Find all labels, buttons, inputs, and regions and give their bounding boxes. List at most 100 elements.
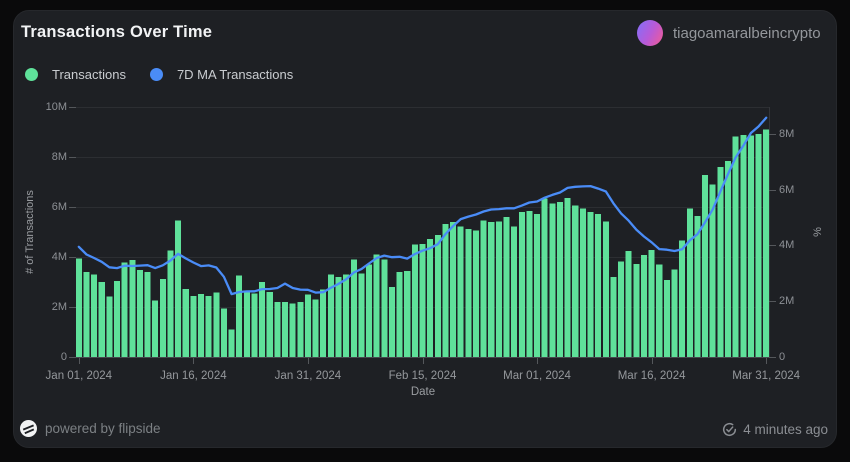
transactions-bar[interactable] — [289, 303, 296, 357]
transactions-bar[interactable] — [656, 264, 663, 358]
transactions-bar[interactable] — [610, 276, 617, 357]
user-badge[interactable]: tiagoamaralbeincrypto — [637, 20, 821, 46]
transactions-bar[interactable] — [450, 222, 457, 357]
transactions-bar[interactable] — [159, 279, 166, 357]
transactions-bar[interactable] — [564, 197, 571, 357]
transactions-bar[interactable] — [350, 259, 357, 358]
transactions-bar[interactable] — [686, 208, 693, 357]
transactions-bar[interactable] — [175, 220, 182, 357]
transactions-bar[interactable] — [549, 203, 556, 358]
transactions-bar[interactable] — [121, 262, 128, 357]
transactions-bar[interactable] — [388, 287, 395, 357]
transactions-bar[interactable] — [488, 222, 495, 357]
transactions-bar[interactable] — [251, 293, 258, 357]
transactions-bar[interactable] — [190, 295, 197, 357]
transactions-bar[interactable] — [129, 260, 136, 357]
transactions-bar[interactable] — [709, 184, 716, 358]
transactions-bar[interactable] — [259, 282, 266, 357]
transactions-bar[interactable] — [144, 271, 151, 357]
transactions-bar[interactable] — [747, 135, 754, 358]
transactions-bar[interactable] — [274, 302, 281, 357]
transactions-bar[interactable] — [534, 213, 541, 357]
transactions-bar[interactable] — [136, 269, 143, 357]
transactions-bar[interactable] — [396, 272, 403, 357]
y-tick-label-right: 2M — [779, 295, 795, 308]
legend-item-7d-ma[interactable]: 7D MA Transactions — [149, 67, 293, 82]
transactions-bar[interactable] — [763, 129, 770, 357]
transactions-bar[interactable] — [556, 202, 563, 357]
legend-dot-transactions — [25, 68, 38, 81]
transactions-bar[interactable] — [503, 217, 510, 357]
transactions-bar[interactable] — [465, 228, 472, 357]
transactions-bar[interactable] — [495, 221, 502, 357]
transactions-bar[interactable] — [297, 302, 304, 357]
transactions-bar[interactable] — [724, 161, 732, 357]
transactions-bar[interactable] — [572, 205, 579, 357]
transactions-bar[interactable] — [541, 198, 548, 358]
transactions-bar[interactable] — [755, 133, 762, 357]
transactions-bar[interactable] — [663, 280, 670, 357]
transactions-bar[interactable] — [434, 234, 441, 357]
transactions-bar[interactable] — [427, 238, 434, 357]
transactions-bar[interactable] — [595, 213, 602, 357]
transactions-bar[interactable] — [442, 223, 449, 357]
transactions-bar[interactable] — [381, 259, 388, 358]
avatar[interactable] — [637, 20, 663, 46]
transactions-bar[interactable] — [266, 292, 273, 357]
transactions-bar[interactable] — [480, 220, 487, 357]
transactions-bar[interactable] — [327, 274, 334, 358]
transactions-bar[interactable] — [602, 221, 609, 357]
transactions-bar[interactable] — [343, 274, 350, 358]
transactions-bar[interactable] — [579, 208, 586, 357]
y-tick-mark-right — [769, 245, 776, 247]
transactions-bar[interactable] — [312, 299, 319, 358]
transactions-bar[interactable] — [182, 289, 189, 357]
transactions-bar[interactable] — [152, 300, 159, 357]
transactions-bar[interactable] — [373, 254, 380, 358]
transactions-bar[interactable] — [679, 240, 686, 358]
transactions-bar[interactable] — [457, 226, 464, 358]
transactions-bar[interactable] — [618, 261, 625, 357]
transactions-bar[interactable] — [106, 296, 113, 358]
transactions-bar[interactable] — [526, 211, 533, 357]
transactions-bar[interactable] — [518, 212, 525, 357]
transactions-bar[interactable] — [335, 277, 342, 357]
transactions-bar[interactable] — [75, 258, 82, 357]
transactions-bar[interactable] — [91, 274, 98, 358]
transactions-bar[interactable] — [702, 175, 709, 357]
transactions-bar[interactable] — [366, 264, 373, 358]
transactions-bar[interactable] — [282, 302, 289, 357]
transactions-bar[interactable] — [228, 329, 235, 357]
transactions-bar[interactable] — [740, 135, 747, 357]
transactions-bar[interactable] — [732, 136, 739, 358]
transactions-bar[interactable] — [671, 269, 678, 358]
transactions-bar[interactable] — [98, 282, 105, 357]
transactions-bar[interactable] — [243, 292, 250, 357]
transactions-bar[interactable] — [587, 212, 594, 357]
transactions-bar[interactable] — [648, 250, 655, 357]
transactions-bar[interactable] — [220, 308, 227, 358]
transactions-bar[interactable] — [205, 295, 212, 357]
transactions-bar[interactable] — [694, 215, 701, 357]
transactions-bar[interactable] — [472, 230, 479, 358]
powered-by-link[interactable]: powered by flipside — [20, 420, 161, 437]
transactions-bar[interactable] — [320, 289, 327, 358]
transactions-bar[interactable] — [213, 292, 220, 358]
transactions-bar[interactable] — [625, 251, 632, 357]
transactions-bar[interactable] — [404, 270, 411, 357]
legend-item-transactions[interactable]: Transactions — [25, 67, 126, 82]
transactions-bar[interactable] — [83, 272, 90, 357]
transactions-bar[interactable] — [640, 255, 647, 357]
transactions-bar[interactable] — [717, 166, 724, 357]
transactions-bar[interactable] — [304, 294, 311, 358]
transactions-bar[interactable] — [198, 294, 205, 357]
transactions-bar[interactable] — [411, 244, 418, 358]
transactions-bar[interactable] — [113, 280, 121, 357]
transactions-bar[interactable] — [633, 264, 640, 357]
transactions-bar[interactable] — [419, 244, 426, 357]
transactions-bar[interactable] — [511, 226, 518, 358]
transactions-bar[interactable] — [236, 275, 243, 358]
transactions-bar[interactable] — [167, 250, 174, 358]
chart-plot-area[interactable] — [75, 107, 770, 358]
transactions-bar[interactable] — [358, 273, 365, 357]
